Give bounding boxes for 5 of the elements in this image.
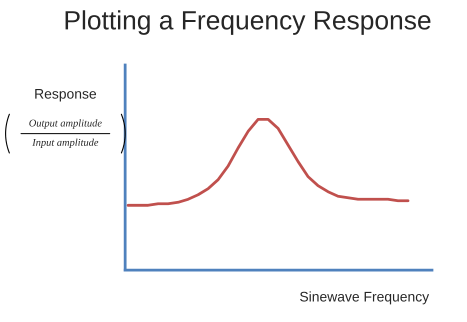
text: Output amplitude <box>29 119 102 129</box>
chart-title: Plotting a Frequency Response <box>66 10 430 35</box>
x-axis-title: Sinewave Frequency <box>300 291 430 304</box>
text: Input amplitude <box>32 138 98 148</box>
y-axis-title: Response <box>35 89 96 102</box>
